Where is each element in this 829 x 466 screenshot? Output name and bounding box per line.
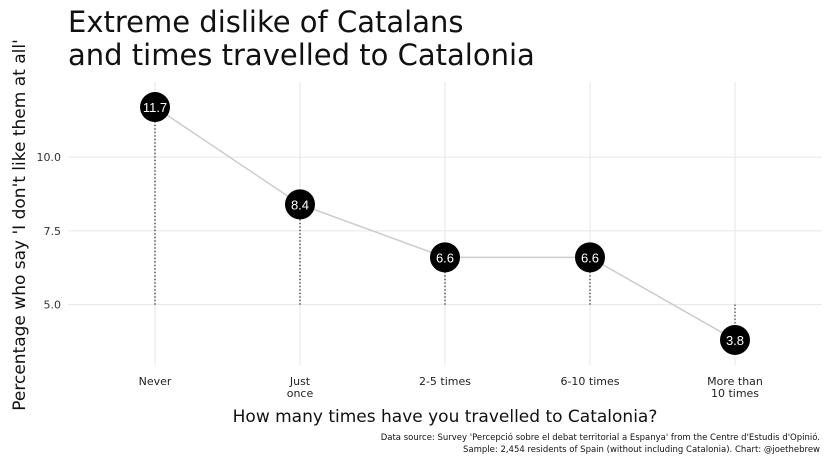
data-label: 8.4 bbox=[291, 197, 309, 212]
data-point bbox=[430, 242, 460, 273]
data-label: 6.6 bbox=[436, 250, 454, 265]
caption-source: Data source: Survey 'Percepció sobre el … bbox=[380, 433, 820, 443]
x-tick-label: More than 10 times bbox=[707, 375, 763, 400]
x-tick-label: 6-10 times bbox=[560, 375, 619, 388]
chart-caption: Data source: Survey 'Percepció sobre el … bbox=[381, 432, 820, 456]
x-tick-label: Never bbox=[139, 375, 172, 388]
data-point bbox=[720, 324, 750, 355]
data-label: 3.8 bbox=[726, 333, 744, 348]
x-axis-label: How many times have you travelled to Cat… bbox=[232, 407, 658, 427]
chart-title-line-1: Extreme dislike of Catalans bbox=[68, 5, 464, 39]
data-point bbox=[575, 242, 605, 273]
x-tick-label: 2-5 times bbox=[419, 375, 471, 388]
y-tick-label: 7.5 bbox=[44, 225, 62, 238]
y-tick-label: 10.0 bbox=[37, 151, 62, 164]
chart-title-line-2: and times travelled to Catalonia bbox=[68, 38, 535, 72]
data-label: 6.6 bbox=[581, 250, 599, 265]
chart-title: Extreme dislike of Catalans and times tr… bbox=[68, 6, 535, 72]
caption-sample: Sample: 2,454 residents of Spain (withou… bbox=[463, 445, 820, 455]
y-tick-label: 5.0 bbox=[44, 299, 62, 312]
data-point bbox=[140, 92, 170, 123]
x-tick-label: Just once bbox=[287, 375, 314, 400]
data-label: 11.7 bbox=[143, 100, 167, 115]
data-point bbox=[285, 189, 315, 220]
